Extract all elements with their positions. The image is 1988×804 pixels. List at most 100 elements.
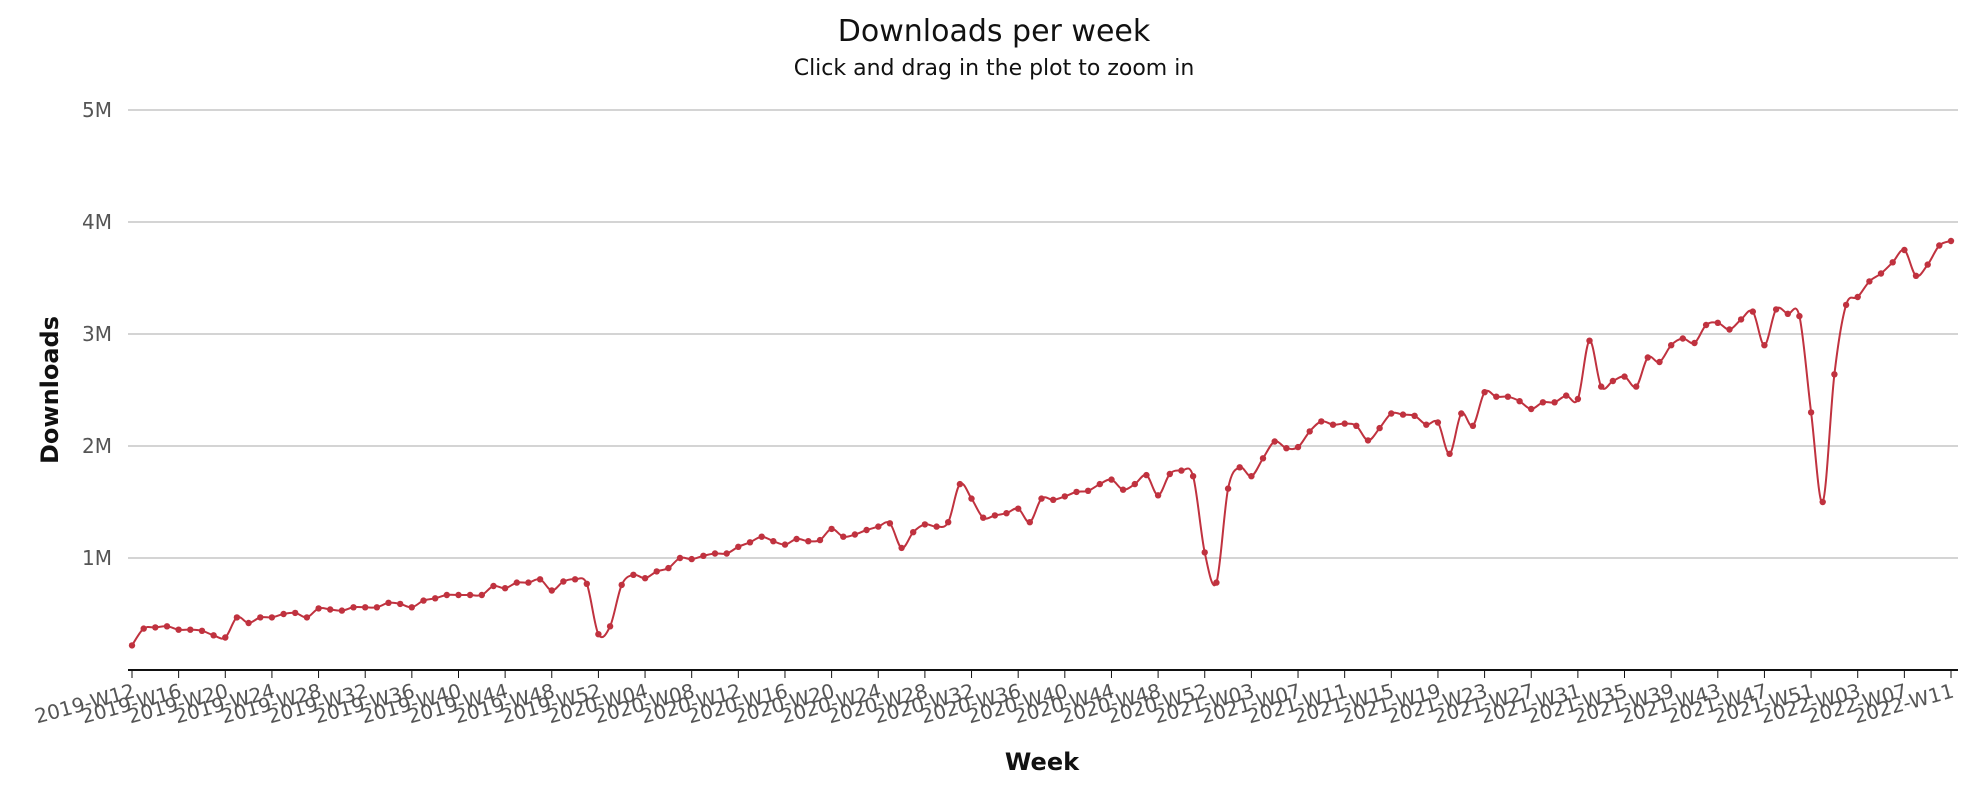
data-point[interactable] bbox=[1189, 473, 1197, 480]
data-point[interactable] bbox=[501, 585, 509, 592]
data-point[interactable] bbox=[1749, 308, 1757, 315]
data-point[interactable] bbox=[198, 627, 206, 634]
data-point[interactable] bbox=[816, 536, 824, 544]
data-point[interactable] bbox=[1912, 272, 1920, 279]
data-point[interactable] bbox=[1003, 510, 1010, 517]
data-point[interactable] bbox=[548, 587, 555, 594]
data-point[interactable] bbox=[1609, 377, 1617, 385]
data-point[interactable] bbox=[1224, 485, 1232, 492]
data-point[interactable] bbox=[1621, 373, 1628, 380]
data-point[interactable] bbox=[1411, 412, 1418, 419]
data-point[interactable] bbox=[571, 576, 579, 583]
data-point[interactable] bbox=[233, 614, 241, 621]
data-point[interactable] bbox=[898, 544, 905, 552]
data-point[interactable] bbox=[1271, 438, 1278, 445]
data-point[interactable] bbox=[1772, 306, 1780, 313]
data-point[interactable] bbox=[432, 595, 439, 602]
data-point[interactable] bbox=[187, 626, 194, 633]
data-point[interactable] bbox=[1073, 488, 1080, 496]
data-point[interactable] bbox=[921, 521, 929, 528]
data-point[interactable] bbox=[268, 614, 276, 621]
data-point[interactable] bbox=[1877, 270, 1885, 277]
data-point[interactable] bbox=[1504, 393, 1512, 400]
data-point[interactable] bbox=[1131, 480, 1139, 488]
data-point[interactable] bbox=[863, 526, 870, 534]
data-point[interactable] bbox=[1329, 421, 1337, 428]
data-point[interactable] bbox=[1691, 339, 1698, 347]
data-point[interactable] bbox=[1458, 410, 1465, 417]
data-point[interactable] bbox=[746, 539, 754, 546]
data-point[interactable] bbox=[1493, 393, 1500, 400]
data-point[interactable] bbox=[513, 579, 520, 586]
data-point[interactable] bbox=[163, 623, 171, 630]
data-point[interactable] bbox=[1038, 495, 1045, 502]
data-point[interactable] bbox=[851, 531, 859, 538]
data-point[interactable] bbox=[793, 535, 800, 543]
data-point[interactable] bbox=[408, 604, 415, 611]
data-point[interactable] bbox=[1306, 428, 1313, 435]
data-point[interactable] bbox=[1318, 418, 1325, 425]
data-point[interactable] bbox=[1936, 242, 1943, 249]
data-point[interactable] bbox=[210, 632, 217, 639]
data-point[interactable] bbox=[1563, 392, 1570, 399]
data-point[interactable] bbox=[956, 480, 964, 488]
data-point[interactable] bbox=[641, 575, 649, 582]
data-point[interactable] bbox=[245, 619, 252, 627]
data-point[interactable] bbox=[1154, 492, 1162, 499]
data-point[interactable] bbox=[1061, 493, 1069, 500]
data-point[interactable] bbox=[1656, 358, 1663, 366]
data-point[interactable] bbox=[735, 543, 742, 550]
data-point[interactable] bbox=[1026, 519, 1034, 526]
data-point[interactable] bbox=[688, 555, 695, 563]
data-point[interactable] bbox=[1668, 342, 1675, 349]
data-point[interactable] bbox=[1784, 310, 1792, 317]
data-point[interactable] bbox=[1761, 342, 1768, 349]
data-point[interactable] bbox=[933, 523, 940, 530]
data-point[interactable] bbox=[536, 576, 544, 583]
data-point[interactable] bbox=[560, 578, 567, 585]
data-point[interactable] bbox=[1236, 464, 1243, 471]
data-point[interactable] bbox=[420, 597, 427, 604]
data-point[interactable] bbox=[1376, 424, 1383, 432]
data-point[interactable] bbox=[1726, 326, 1733, 333]
data-point[interactable] bbox=[222, 634, 229, 641]
data-point[interactable] bbox=[1399, 411, 1407, 418]
data-point[interactable] bbox=[1901, 246, 1908, 254]
data-point[interactable] bbox=[1539, 399, 1547, 406]
data-point[interactable] bbox=[373, 604, 381, 611]
data-point[interactable] bbox=[140, 625, 147, 632]
data-point[interactable] bbox=[653, 568, 660, 575]
data-point[interactable] bbox=[478, 591, 485, 599]
data-point[interactable] bbox=[385, 599, 392, 606]
data-point[interactable] bbox=[1947, 237, 1955, 245]
data-point[interactable] bbox=[175, 626, 182, 633]
data-point[interactable] bbox=[1714, 319, 1722, 326]
data-point[interactable] bbox=[1469, 422, 1477, 429]
data-point[interactable] bbox=[1283, 445, 1290, 452]
data-point[interactable] bbox=[711, 550, 719, 557]
data-point[interactable] bbox=[1166, 470, 1174, 478]
data-point[interactable] bbox=[630, 571, 637, 578]
data-point[interactable] bbox=[128, 642, 136, 649]
data-point[interactable] bbox=[583, 580, 590, 587]
data-point[interactable] bbox=[1644, 354, 1652, 361]
data-point[interactable] bbox=[1924, 261, 1931, 268]
data-point[interactable] bbox=[362, 604, 369, 611]
data-point[interactable] bbox=[828, 525, 835, 533]
data-point[interactable] bbox=[840, 533, 847, 540]
data-point[interactable] bbox=[618, 581, 625, 589]
data-point[interactable] bbox=[700, 552, 707, 559]
data-point[interactable] bbox=[1446, 450, 1453, 457]
data-point[interactable] bbox=[1807, 409, 1815, 416]
data-point[interactable] bbox=[676, 554, 684, 562]
data-point[interactable] bbox=[1481, 389, 1488, 396]
data-point[interactable] bbox=[886, 520, 894, 527]
data-point[interactable] bbox=[1096, 480, 1104, 488]
data-point[interactable] bbox=[350, 604, 357, 611]
data-point[interactable] bbox=[1423, 421, 1430, 428]
data-point[interactable] bbox=[1854, 293, 1861, 301]
data-point[interactable] bbox=[1341, 420, 1348, 427]
data-point[interactable] bbox=[1248, 473, 1255, 480]
data-point[interactable] bbox=[980, 514, 987, 521]
